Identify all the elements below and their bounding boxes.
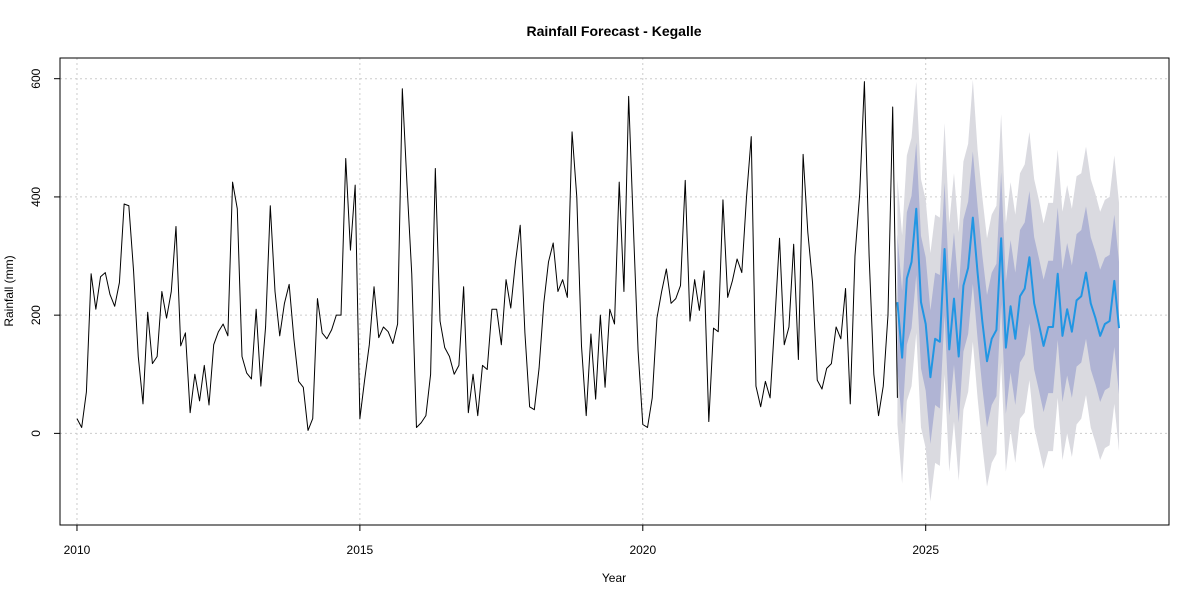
plot-frame [59, 57, 1170, 526]
observed-series [76, 81, 898, 431]
x-tick-label: 2020 [629, 543, 656, 557]
x-axis: 2010 2015 2020 2025 [64, 525, 939, 557]
x-tick-label: 2025 [912, 543, 939, 557]
x-tick-label: 2010 [64, 543, 91, 557]
y-tick-label: 0 [29, 430, 43, 437]
y-tick-label: 600 [29, 68, 43, 88]
chart-title: Rainfall Forecast - Kegalle [526, 23, 701, 39]
y-axis: 0 200 400 600 [29, 68, 60, 437]
x-axis-label: Year [602, 571, 626, 585]
y-tick-label: 200 [29, 305, 43, 325]
y-axis-label: Rainfall (mm) [2, 255, 16, 326]
forecast-series [896, 207, 1121, 379]
x-tick-label: 2015 [347, 543, 374, 557]
observed-line [76, 81, 898, 431]
y-tick-label: 400 [29, 187, 43, 207]
prediction-interval-80 [897, 142, 1120, 445]
pi80-band-area [897, 142, 1120, 445]
forecast-mean-line [896, 207, 1121, 379]
